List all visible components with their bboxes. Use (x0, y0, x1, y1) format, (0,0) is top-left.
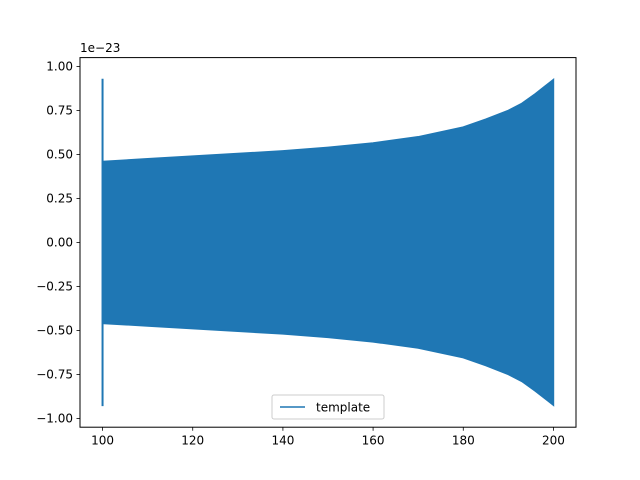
y-tick-label: 0.00 (46, 236, 73, 250)
y-tick-label: 1.00 (46, 60, 73, 74)
x-tick-label: 100 (91, 434, 114, 448)
y-tick-label: −0.50 (36, 324, 73, 338)
x-axis: 100 120 140 160 180 200 (91, 427, 565, 448)
x-tick-label: 200 (542, 434, 565, 448)
y-tick-label: 0.25 (46, 192, 73, 206)
legend-label-template: template (316, 401, 370, 415)
y-offset-label: 1e−23 (80, 41, 120, 55)
x-tick-label: 160 (362, 434, 385, 448)
y-tick-label: 0.75 (46, 104, 73, 118)
y-tick-label: −0.25 (36, 280, 73, 294)
x-tick-label: 180 (452, 434, 475, 448)
series-template-band (101, 78, 555, 407)
legend-box (271, 394, 385, 420)
x-tick-label: 120 (181, 434, 204, 448)
y-tick-label: −1.00 (36, 412, 73, 426)
y-axis: 1.00 0.75 0.50 0.25 0.00 −0.25 −0.50 −0.75 −1.00 (36, 60, 80, 426)
y-tick-label: 0.50 (46, 148, 73, 162)
legend: template (271, 394, 385, 420)
y-tick-label: −0.75 (36, 368, 73, 382)
plot-layer (101, 78, 555, 407)
x-tick-label: 140 (271, 434, 294, 448)
